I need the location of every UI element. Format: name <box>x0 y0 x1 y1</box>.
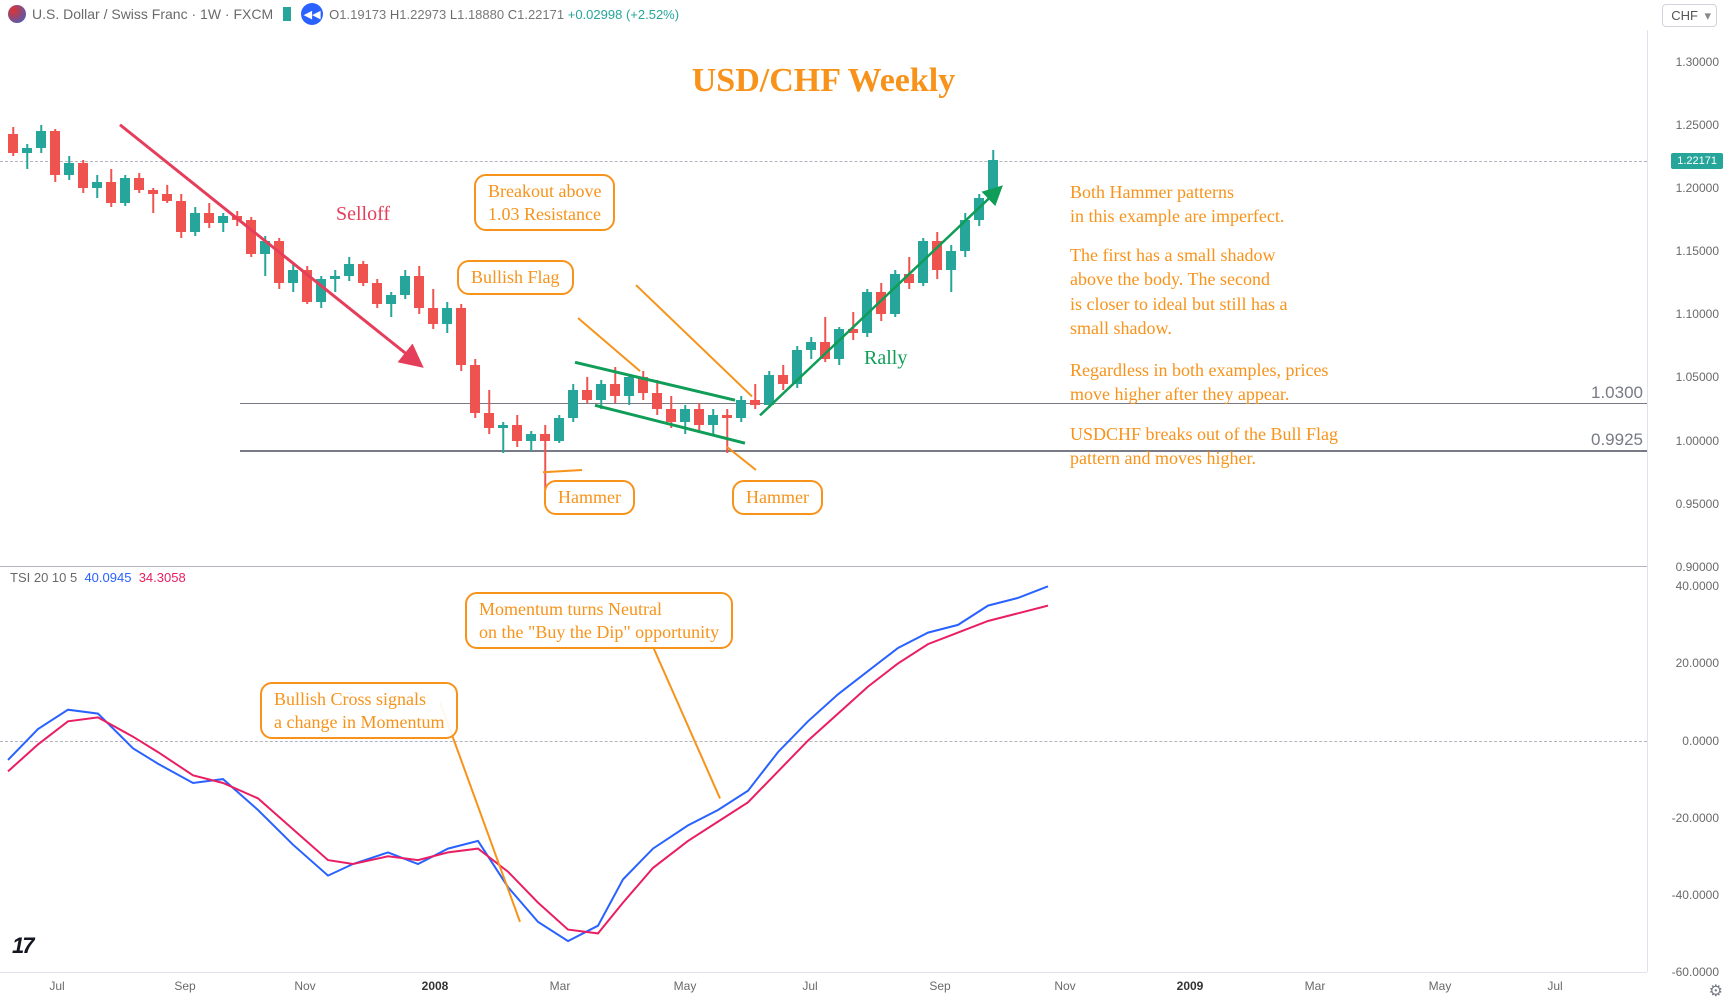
commentary-2: The first has a small shadowabove the bo… <box>1070 243 1287 340</box>
rally-label: Rally <box>864 347 907 370</box>
indicator-ytick: -60.0000 <box>1672 965 1719 979</box>
symbol-title[interactable]: U.S. Dollar / Swiss Franc · 1W · FXCM <box>32 6 273 22</box>
indicator-header: TSI 20 10 5 40.0945 34.3058 <box>10 570 186 585</box>
time-xtick: Mar <box>550 979 571 993</box>
ohlc-readout: O1.19173 H1.22973 L1.18880 C1.22171 +0.0… <box>329 7 679 22</box>
callout-bullish-cross: Bullish Cross signalsa change in Momentu… <box>260 682 458 739</box>
price-ytick: 1.20000 <box>1676 181 1719 195</box>
current-price-tag: 1.22171 <box>1671 153 1723 169</box>
price-yaxis[interactable]: 1.30000 1.25000 1.20000 1.15000 1.10000 1.050… <box>1647 30 1727 567</box>
time-xtick: Jul <box>1547 979 1562 993</box>
price-ytick: 1.10000 <box>1676 307 1719 321</box>
time-xtick: May <box>674 979 697 993</box>
time-xtick: Sep <box>929 979 950 993</box>
resistance-label: 0.9925 <box>1591 430 1643 450</box>
ohlc-high: 1.22973 <box>399 7 446 22</box>
indicator-ytick: 20.0000 <box>1676 656 1719 670</box>
indicator-yaxis[interactable]: 40.000020.00000.0000-20.0000-40.0000-60.… <box>1647 567 1727 972</box>
time-xaxis[interactable]: Jul Sep Nov 2008 Mar May Jul Sep Nov 2009 Mar May Ju… <box>0 972 1647 1007</box>
callout-momentum-neutral: Momentum turns Neutralon the "Buy the Di… <box>465 592 733 649</box>
indicator-chart[interactable]: TSI 20 10 5 40.0945 34.3058 <box>0 567 1647 972</box>
indicator-zero-line <box>0 741 1647 742</box>
time-xtick: Nov <box>1054 979 1075 993</box>
indicator-value-1: 40.0945 <box>84 570 131 585</box>
callout-hammer-1: Hammer <box>544 480 635 515</box>
time-xtick: May <box>1429 979 1452 993</box>
chart-annotations <box>0 30 1647 567</box>
indicator-ytick: -40.0000 <box>1672 888 1719 902</box>
resistance-line[interactable] <box>240 450 1647 452</box>
indicator-lines <box>0 567 1647 972</box>
tradingview-logo-icon: 17 <box>12 933 32 959</box>
price-ytick: 1.15000 <box>1676 244 1719 258</box>
ohlc-pct: (+2.52%) <box>626 7 679 22</box>
time-xtick: Nov <box>294 979 315 993</box>
resistance-line[interactable] <box>240 403 1647 405</box>
price-ytick: 1.30000 <box>1676 55 1719 69</box>
indicator-ytick: 40.0000 <box>1676 579 1719 593</box>
time-xtick: Sep <box>174 979 195 993</box>
time-xtick: Jul <box>49 979 64 993</box>
time-xtick: 2008 <box>422 979 449 993</box>
price-ytick: 1.00000 <box>1676 434 1719 448</box>
price-ytick: 0.95000 <box>1676 497 1719 511</box>
price-chart[interactable]: 1.0300 0.9925 <box>0 30 1647 567</box>
price-ytick: 1.05000 <box>1676 370 1719 384</box>
indicator-ytick: -20.0000 <box>1672 811 1719 825</box>
time-xtick: Mar <box>1305 979 1326 993</box>
time-xtick: 2009 <box>1177 979 1204 993</box>
status-bar-icon <box>283 7 291 21</box>
commentary-3: Regardless in both examples, pricesmove … <box>1070 358 1328 407</box>
currency-select[interactable]: CHF <box>1662 4 1717 27</box>
ohlc-close: 1.22171 <box>517 7 564 22</box>
ohlc-low: 1.18880 <box>457 7 504 22</box>
resistance-label: 1.0300 <box>1591 383 1643 403</box>
current-price-line <box>0 161 1647 162</box>
price-ytick: 1.25000 <box>1676 118 1719 132</box>
commentary-1: Both Hammer patternsin this example are … <box>1070 180 1284 229</box>
indicator-ytick: 0.0000 <box>1682 734 1719 748</box>
callout-hammer-2: Hammer <box>732 480 823 515</box>
indicator-value-2: 34.3058 <box>139 570 186 585</box>
indicator-name: TSI 20 10 5 <box>10 570 77 585</box>
commentary-4: USDCHF breaks out of the Bull Flagpatter… <box>1070 422 1338 471</box>
rewind-button[interactable]: ◀◀ <box>301 3 323 25</box>
selloff-label: Selloff <box>336 203 390 226</box>
callout-bullflag: Bullish Flag <box>457 260 574 295</box>
chart-header: U.S. Dollar / Swiss Franc · 1W · FXCM ◀◀… <box>0 0 1727 28</box>
symbol-icon <box>8 5 26 23</box>
ohlc-open: 1.19173 <box>339 7 386 22</box>
time-xtick: Jul <box>802 979 817 993</box>
ohlc-change: +0.02998 <box>568 7 623 22</box>
settings-gear-icon[interactable]: ⚙ <box>1709 981 1723 1001</box>
callout-breakout: Breakout above1.03 Resistance <box>474 174 615 231</box>
